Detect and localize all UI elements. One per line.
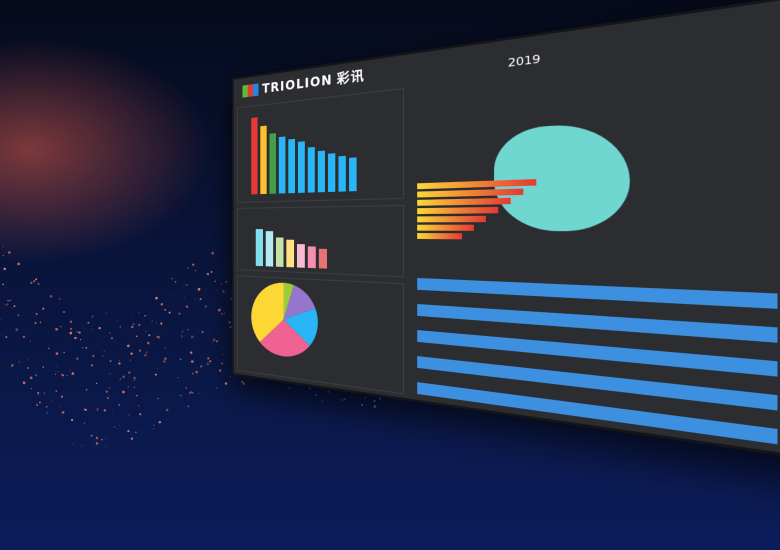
hbar bbox=[417, 233, 462, 239]
bar bbox=[338, 156, 345, 192]
logo-text-cn: 彩讯 bbox=[337, 65, 365, 88]
bar-chart-1 bbox=[251, 107, 356, 195]
bar bbox=[319, 249, 327, 269]
bar bbox=[297, 244, 305, 267]
hbar bbox=[417, 188, 523, 197]
bar bbox=[308, 147, 315, 193]
hbar bbox=[417, 207, 498, 214]
pie-chart bbox=[251, 281, 318, 360]
hbar bbox=[417, 198, 510, 206]
logo-text: TRIOLION bbox=[262, 71, 333, 95]
bar bbox=[256, 229, 263, 266]
hbar bbox=[417, 216, 486, 222]
video-wall: TRIOLION 彩讯 2019 bbox=[232, 78, 780, 375]
bar bbox=[349, 157, 357, 191]
bar bbox=[328, 153, 335, 192]
hbar bbox=[417, 225, 474, 231]
bar bbox=[298, 141, 305, 193]
bar bbox=[308, 247, 316, 269]
bar bbox=[288, 139, 295, 193]
bar bbox=[251, 117, 257, 194]
bar bbox=[276, 238, 284, 267]
bar bbox=[266, 231, 273, 266]
bar-chart-2 bbox=[256, 219, 327, 268]
dashboard-title: 2019 bbox=[508, 54, 541, 71]
bar bbox=[260, 126, 266, 194]
horizontal-bar-chart bbox=[417, 179, 536, 257]
logo-mark-icon bbox=[242, 83, 258, 97]
bar bbox=[269, 133, 276, 194]
bar bbox=[286, 240, 294, 268]
bar bbox=[318, 150, 325, 192]
bar bbox=[279, 136, 286, 193]
